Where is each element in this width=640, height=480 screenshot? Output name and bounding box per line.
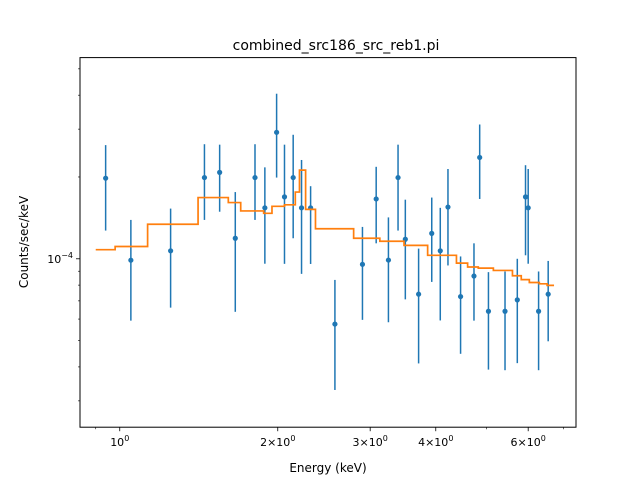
data-marker — [437, 248, 443, 254]
data-marker — [471, 273, 477, 279]
data-marker — [359, 261, 366, 267]
x-tick-label: 100 — [110, 434, 129, 449]
data-marker — [535, 308, 542, 314]
y-axis-label: Counts/sec/keV — [17, 195, 31, 288]
data-marker — [168, 248, 174, 254]
data-marker — [525, 205, 531, 211]
data-marker — [217, 169, 223, 175]
data-marker — [201, 174, 208, 181]
x-tick-label: 6×100 — [511, 434, 546, 449]
plot-area — [95, 93, 555, 390]
data-point — [103, 145, 109, 231]
data-point — [535, 271, 542, 371]
data-point — [290, 134, 296, 239]
data-marker — [385, 257, 392, 263]
data-point — [522, 165, 529, 256]
x-tick-label: 4×100 — [418, 434, 453, 449]
data-marker — [545, 291, 551, 297]
y-tick-label: 10−4 — [47, 251, 73, 266]
model-step-line — [95, 169, 555, 287]
data-point — [502, 271, 508, 371]
data-point — [416, 248, 422, 364]
data-marker — [128, 257, 134, 263]
data-marker — [373, 196, 379, 202]
data-point — [274, 93, 280, 178]
data-point — [545, 260, 551, 342]
data-point — [359, 226, 366, 320]
data-marker — [429, 230, 435, 236]
data-point — [395, 144, 401, 231]
data-point — [252, 144, 258, 220]
data-marker — [502, 308, 508, 314]
data-marker — [332, 321, 338, 327]
data-point — [373, 166, 379, 244]
data-point — [262, 167, 268, 264]
data-point — [201, 144, 208, 220]
data-point — [298, 159, 305, 274]
data-point — [485, 272, 492, 370]
data-point — [128, 219, 134, 321]
data-point — [525, 168, 531, 264]
data-point — [445, 168, 451, 266]
data-marker — [485, 308, 492, 314]
data-marker — [274, 129, 280, 135]
data-marker — [514, 297, 520, 303]
data-marker — [232, 235, 238, 241]
y-axis: 10−4 — [47, 68, 80, 402]
data-marker — [103, 175, 109, 181]
data-marker — [252, 174, 258, 181]
chart-title: combined_src186_src_reb1.pi — [233, 38, 440, 54]
data-marker — [281, 194, 288, 200]
axes-frame — [79, 57, 577, 428]
data-marker — [477, 154, 483, 161]
data-point — [437, 207, 443, 321]
data-point — [232, 192, 238, 312]
x-axis-label: Energy (keV) — [289, 461, 366, 475]
x-tick-label: 2×100 — [260, 434, 295, 449]
x-axis: 100 2×100 3×100 4×100 6×100 — [95, 427, 564, 449]
data-point — [457, 256, 464, 354]
data-marker — [290, 174, 296, 181]
data-point — [429, 197, 435, 282]
data-marker — [457, 293, 464, 300]
data-point — [477, 124, 483, 199]
data-marker — [262, 205, 268, 211]
data-marker — [522, 194, 529, 200]
x-tick-label: 3×100 — [353, 434, 388, 449]
data-point — [471, 243, 477, 321]
data-point — [168, 208, 174, 308]
data-marker — [298, 205, 305, 211]
data-point — [217, 144, 223, 212]
data-point — [332, 279, 338, 390]
data-marker — [416, 291, 422, 297]
data-marker — [395, 174, 401, 181]
data-point — [385, 217, 392, 323]
data-marker — [445, 204, 451, 210]
